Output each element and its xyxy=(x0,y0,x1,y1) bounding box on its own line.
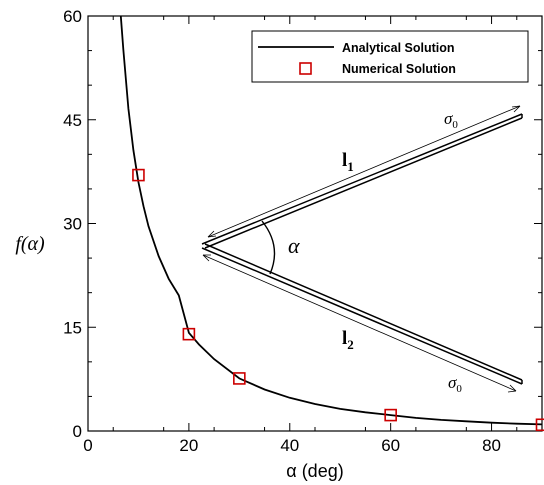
angle-label: α xyxy=(288,233,300,258)
upper-arrowhead-right xyxy=(511,105,521,113)
lower-sigma-label: σ0 xyxy=(448,373,462,395)
legend-label-analytical: Analytical Solution xyxy=(342,41,455,55)
x-tick-label: 20 xyxy=(179,436,198,455)
lower-arm-outer xyxy=(201,247,523,385)
lower-arrowhead-right xyxy=(507,384,517,393)
lower-arm-inner xyxy=(204,243,523,381)
x-tick-label: 60 xyxy=(381,436,400,455)
legend: Analytical Solution Numerical Solution xyxy=(251,30,529,83)
numerical-solution-point xyxy=(384,408,397,422)
x-axis-label: α (deg) xyxy=(286,461,343,481)
numerical-solution-point xyxy=(182,327,196,341)
lower-arrowhead-left xyxy=(202,254,211,262)
upper-length-label: l1 xyxy=(342,150,354,174)
legend-box xyxy=(251,30,529,83)
upper-arrowhead-left xyxy=(207,230,217,238)
angle-arc xyxy=(261,220,276,275)
analytical-solution-line xyxy=(119,15,543,426)
y-axis-label: f(α) xyxy=(15,233,45,255)
x-tick-label: 80 xyxy=(482,436,501,455)
upper-arm-inner xyxy=(204,117,523,249)
legend-marker-swatch xyxy=(299,62,312,75)
x-tick-label: 0 xyxy=(83,436,92,455)
lower-length-label: l2 xyxy=(342,328,354,352)
x-tick-label: 40 xyxy=(280,436,299,455)
y-tick-label: 45 xyxy=(63,111,82,130)
numerical-solution-markers xyxy=(132,168,544,432)
numerical-solution-point xyxy=(535,418,544,432)
numerical-solution-point xyxy=(233,372,246,385)
upper-dimension-arrow xyxy=(207,105,521,238)
legend-label-numerical: Numerical Solution xyxy=(342,62,456,76)
y-tick-label: 15 xyxy=(63,318,82,337)
lower-dimension-arrow xyxy=(202,254,517,392)
upper-sigma-label: σ0 xyxy=(444,109,458,131)
upper-arm-outer xyxy=(201,113,523,245)
axis-ticks: 0 20 40 60 80 0 15 30 45 60 xyxy=(63,7,542,455)
y-tick-label: 0 xyxy=(73,422,82,441)
y-tick-label: 30 xyxy=(63,215,82,234)
numerical-solution-point xyxy=(132,168,145,182)
y-tick-label: 60 xyxy=(63,7,82,26)
inset-schematic: α l1 l2 σ0 σ0 xyxy=(201,105,523,395)
